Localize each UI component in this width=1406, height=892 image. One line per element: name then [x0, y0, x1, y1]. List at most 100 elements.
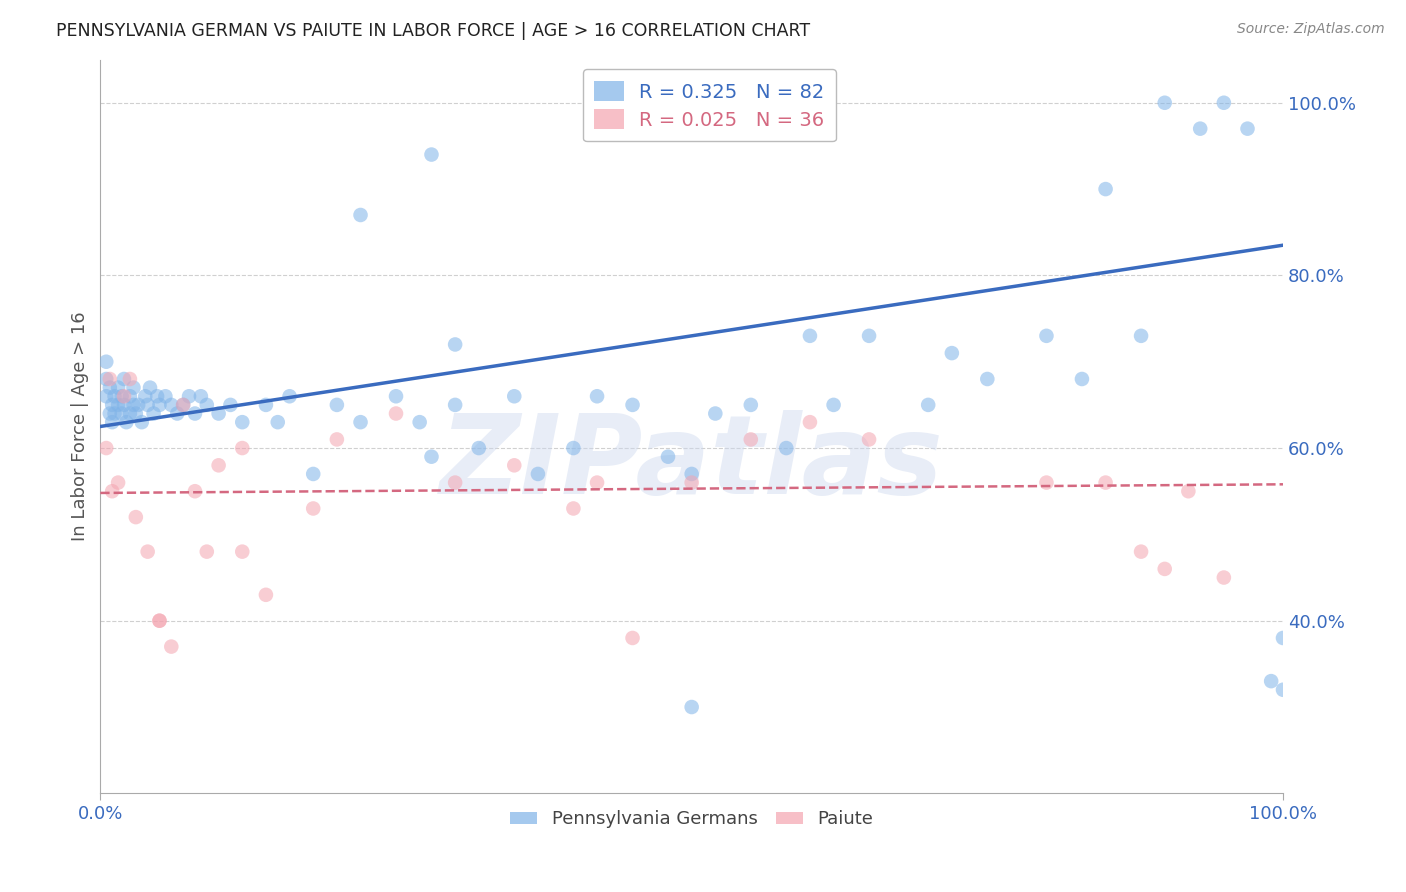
Point: [586, 475, 609, 490]
Point: [326, 433, 349, 447]
Point: [148, 614, 170, 628]
Point: [101, 484, 124, 499]
Point: [118, 389, 141, 403]
Point: [195, 398, 218, 412]
Point: [657, 450, 679, 464]
Point: [976, 372, 998, 386]
Point: [444, 475, 467, 490]
Point: [134, 389, 156, 403]
Point: [160, 640, 183, 654]
Point: [98, 407, 121, 421]
Point: [621, 631, 644, 645]
Point: [177, 389, 200, 403]
Point: [160, 398, 183, 412]
Point: [190, 389, 212, 403]
Point: [562, 501, 585, 516]
Point: [858, 433, 880, 447]
Point: [118, 372, 141, 386]
Point: [1071, 372, 1094, 386]
Point: [136, 544, 159, 558]
Point: [775, 441, 797, 455]
Point: [681, 700, 703, 714]
Point: [207, 458, 229, 473]
Point: [136, 398, 159, 412]
Point: [349, 415, 371, 429]
Point: [681, 475, 703, 490]
Point: [127, 398, 149, 412]
Point: [101, 415, 124, 429]
Point: [740, 433, 762, 447]
Point: [420, 147, 443, 161]
Point: [148, 614, 170, 628]
Point: [139, 381, 162, 395]
Point: [468, 441, 491, 455]
Point: [146, 389, 169, 403]
Point: [1130, 544, 1153, 558]
Point: [115, 415, 138, 429]
Point: [1035, 475, 1057, 490]
Point: [681, 467, 703, 481]
Point: [1236, 121, 1258, 136]
Point: [112, 389, 135, 403]
Point: [231, 415, 253, 429]
Y-axis label: In Labor Force | Age > 16: In Labor Force | Age > 16: [72, 311, 89, 541]
Point: [1177, 484, 1199, 499]
Point: [96, 389, 118, 403]
Point: [148, 398, 170, 412]
Text: ZIPatlas: ZIPatlas: [440, 409, 943, 516]
Point: [503, 389, 526, 403]
Point: [302, 467, 325, 481]
Point: [254, 588, 277, 602]
Point: [1094, 182, 1116, 196]
Point: [155, 389, 177, 403]
Point: [1212, 570, 1234, 584]
Point: [103, 407, 125, 421]
Point: [1189, 121, 1212, 136]
Point: [96, 372, 118, 386]
Point: [125, 407, 148, 421]
Point: [122, 381, 145, 395]
Point: [112, 398, 135, 412]
Point: [111, 407, 134, 421]
Point: [444, 398, 467, 412]
Point: [1130, 328, 1153, 343]
Point: [122, 398, 145, 412]
Point: [112, 372, 135, 386]
Text: Source: ZipAtlas.com: Source: ZipAtlas.com: [1237, 22, 1385, 37]
Point: [96, 441, 118, 455]
Point: [172, 398, 194, 412]
Point: [621, 398, 644, 412]
Point: [107, 381, 129, 395]
Point: [96, 355, 118, 369]
Point: [408, 415, 430, 429]
Point: [1094, 475, 1116, 490]
Point: [195, 544, 218, 558]
Point: [385, 407, 408, 421]
Point: [231, 441, 253, 455]
Point: [444, 337, 467, 351]
Point: [101, 398, 124, 412]
Point: [1212, 95, 1234, 110]
Point: [1260, 674, 1282, 689]
Point: [562, 441, 585, 455]
Point: [1272, 682, 1295, 697]
Point: [385, 389, 408, 403]
Point: [326, 398, 349, 412]
Point: [1035, 328, 1057, 343]
Point: [941, 346, 963, 360]
Point: [586, 389, 609, 403]
Point: [823, 398, 845, 412]
Point: [142, 407, 165, 421]
Point: [125, 510, 148, 524]
Point: [799, 328, 821, 343]
Point: [184, 484, 207, 499]
Point: [799, 415, 821, 429]
Legend: Pennsylvania Germans, Paiute: Pennsylvania Germans, Paiute: [503, 803, 880, 836]
Text: PENNSYLVANIA GERMAN VS PAIUTE IN LABOR FORCE | AGE > 16 CORRELATION CHART: PENNSYLVANIA GERMAN VS PAIUTE IN LABOR F…: [56, 22, 810, 40]
Point: [254, 398, 277, 412]
Point: [278, 389, 301, 403]
Point: [858, 328, 880, 343]
Point: [219, 398, 242, 412]
Point: [1153, 95, 1175, 110]
Point: [111, 389, 134, 403]
